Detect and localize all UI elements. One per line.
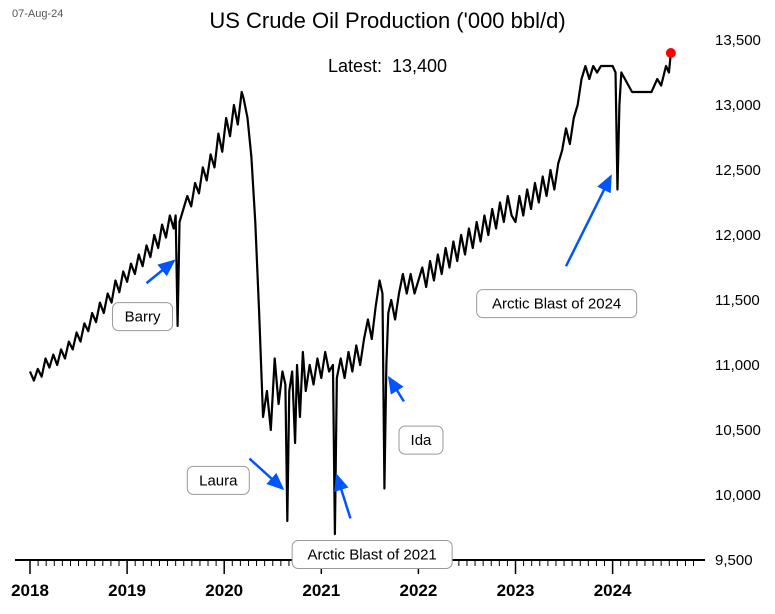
y-tick-label: 10,000 <box>715 487 761 504</box>
annotation-arrow <box>147 261 174 283</box>
annotation-label: Barry <box>125 309 161 326</box>
x-tick-label: 2021 <box>302 581 340 600</box>
x-tick-label: 2019 <box>108 581 146 600</box>
y-tick-label: 9,500 <box>715 552 753 569</box>
y-tick-label: 13,000 <box>715 97 761 114</box>
y-tick-label: 11,000 <box>715 357 760 374</box>
annotation-label: Arctic Blast of 2024 <box>492 296 621 313</box>
chart-svg: 2018 2019 2020 2021 2022 2023 2024 9,500 10,000 1… <box>0 0 775 614</box>
annotation-arrow <box>337 476 351 519</box>
latest-marker <box>666 48 676 58</box>
y-tick-label: 12,000 <box>715 227 761 244</box>
annotation-arrow <box>249 459 282 489</box>
annotation-arrow <box>389 378 404 401</box>
annotation-label: Ida <box>411 432 433 449</box>
y-tick-label: 13,500 <box>715 32 761 49</box>
x-tick-label: 2023 <box>497 581 535 600</box>
x-tick-label: 2024 <box>594 581 632 600</box>
annotation-label: Arctic Blast of 2021 <box>308 547 437 564</box>
x-tick-label: 2022 <box>399 581 437 600</box>
y-tick-label: 12,500 <box>715 162 761 179</box>
y-tick-label: 11,500 <box>715 292 760 309</box>
x-tick-label: 2020 <box>205 581 243 600</box>
annotation-label: Laura <box>199 472 238 489</box>
x-tick-label: 2018 <box>11 581 49 600</box>
y-tick-label: 10,500 <box>715 422 761 439</box>
chart-area: 2018 2019 2020 2021 2022 2023 2024 9,500 10,000 1… <box>0 0 775 614</box>
annotation-arrow <box>566 177 611 267</box>
